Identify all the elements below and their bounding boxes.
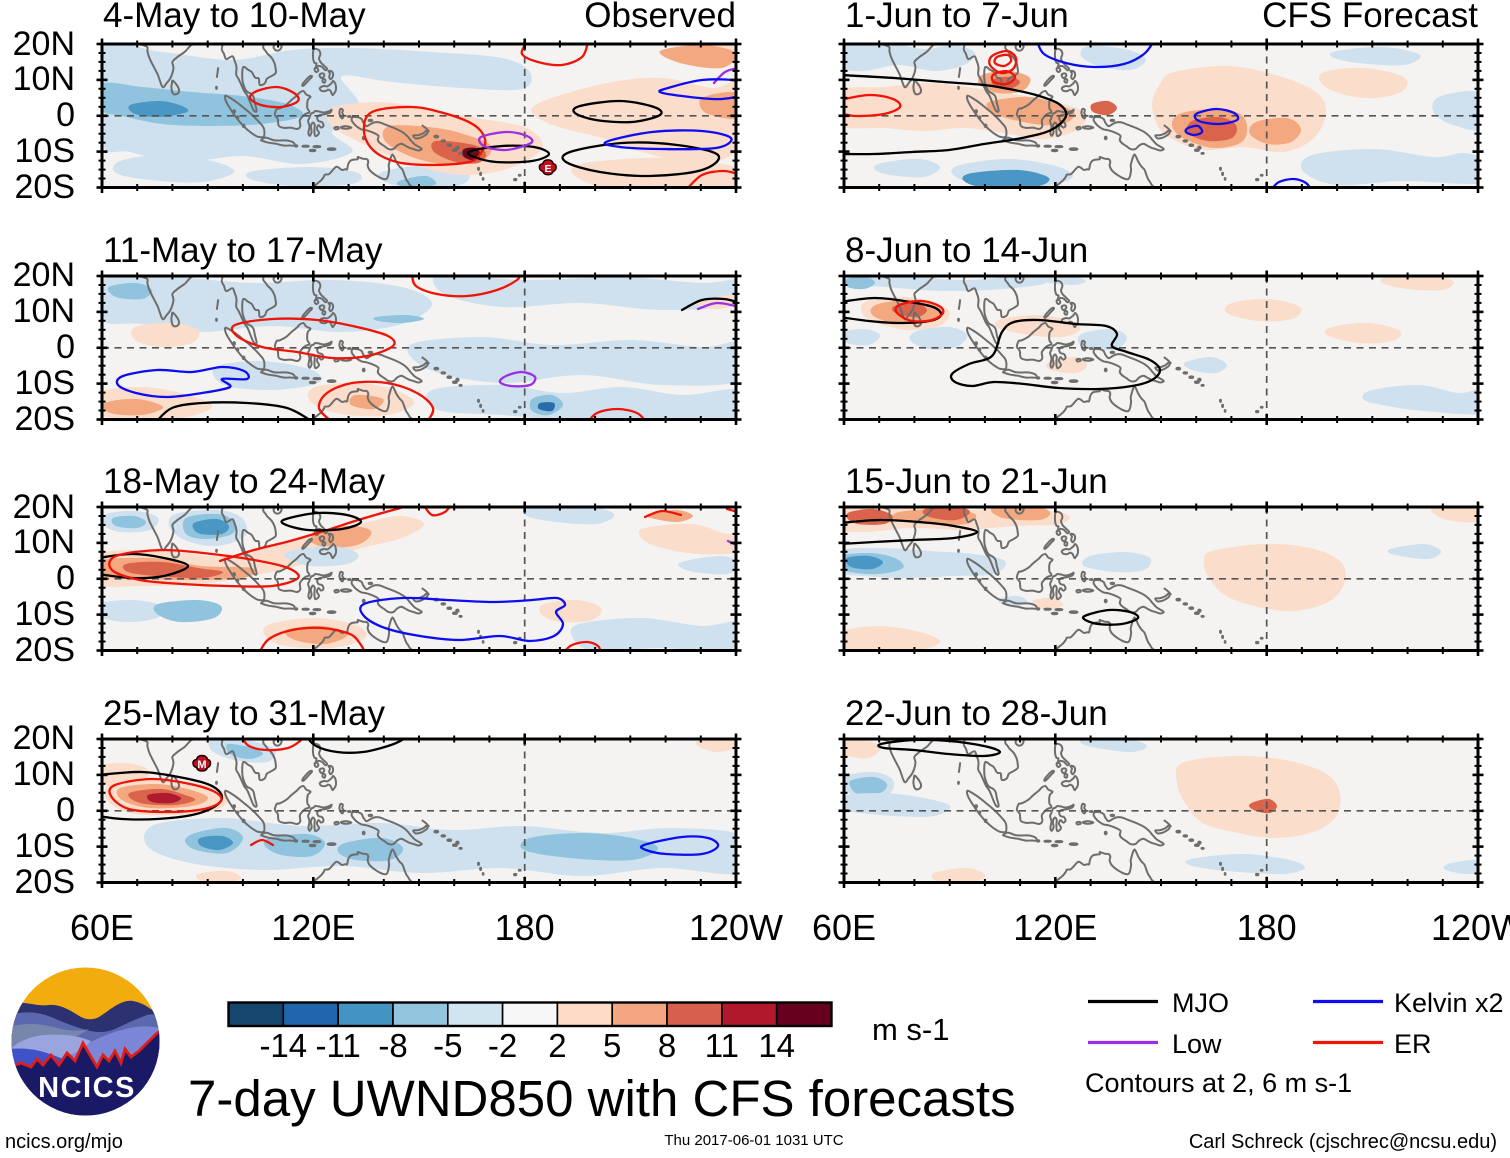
svg-text:E: E [544, 163, 551, 175]
svg-text:M: M [197, 759, 206, 771]
svg-text:NCICS: NCICS [38, 1072, 136, 1104]
